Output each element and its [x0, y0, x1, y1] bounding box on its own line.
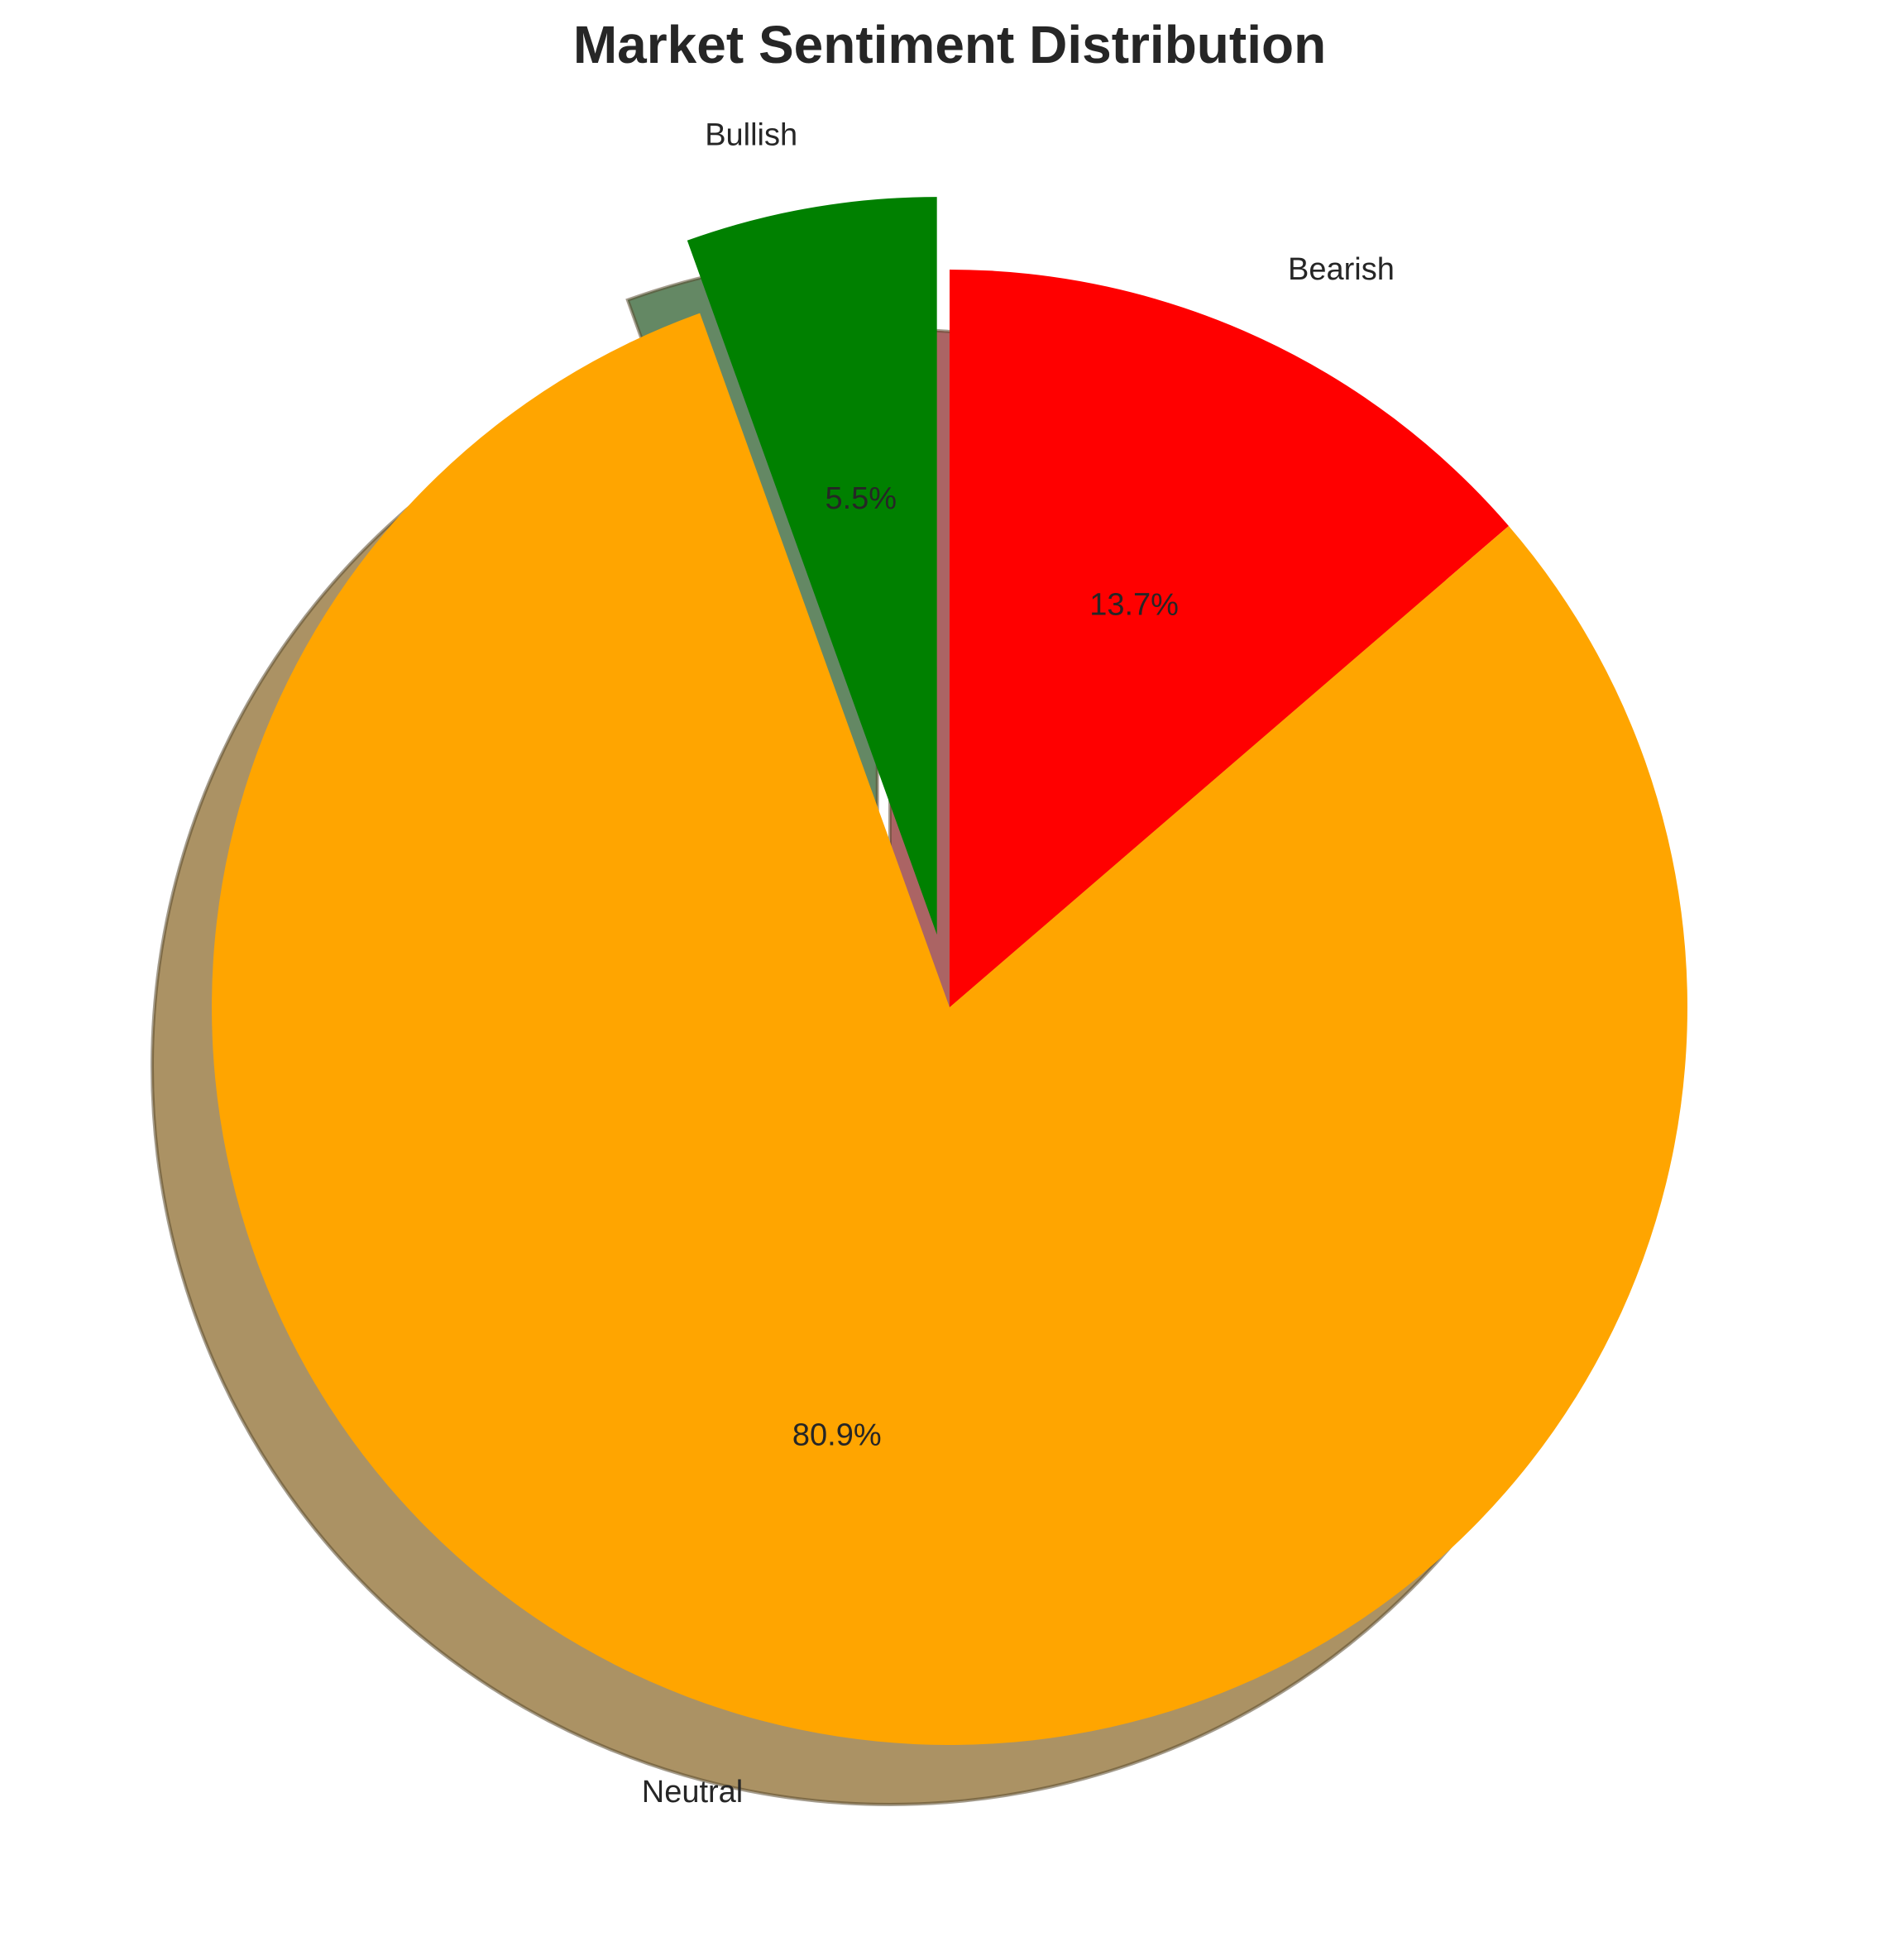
- label-layer: 13.7% Bearish 80.9% Neutral 5.5% Bullish: [642, 118, 1395, 1809]
- percent-label-bullish: 5.5%: [825, 481, 897, 516]
- pie-slice-bullish: [687, 197, 937, 935]
- category-label-bearish: Bearish: [1288, 252, 1395, 287]
- category-label-neutral: Neutral: [642, 1775, 744, 1809]
- percent-label-bearish: 13.7%: [1089, 588, 1179, 623]
- pie-slice-neutral: [211, 313, 1687, 1745]
- slice-layer: [211, 197, 1687, 1745]
- percent-label-neutral: 80.9%: [792, 1418, 882, 1453]
- chart-title: Market Sentiment Distribution: [573, 15, 1326, 74]
- pie-slice-bearish: [950, 270, 1509, 1007]
- category-label-bullish: Bullish: [705, 118, 797, 153]
